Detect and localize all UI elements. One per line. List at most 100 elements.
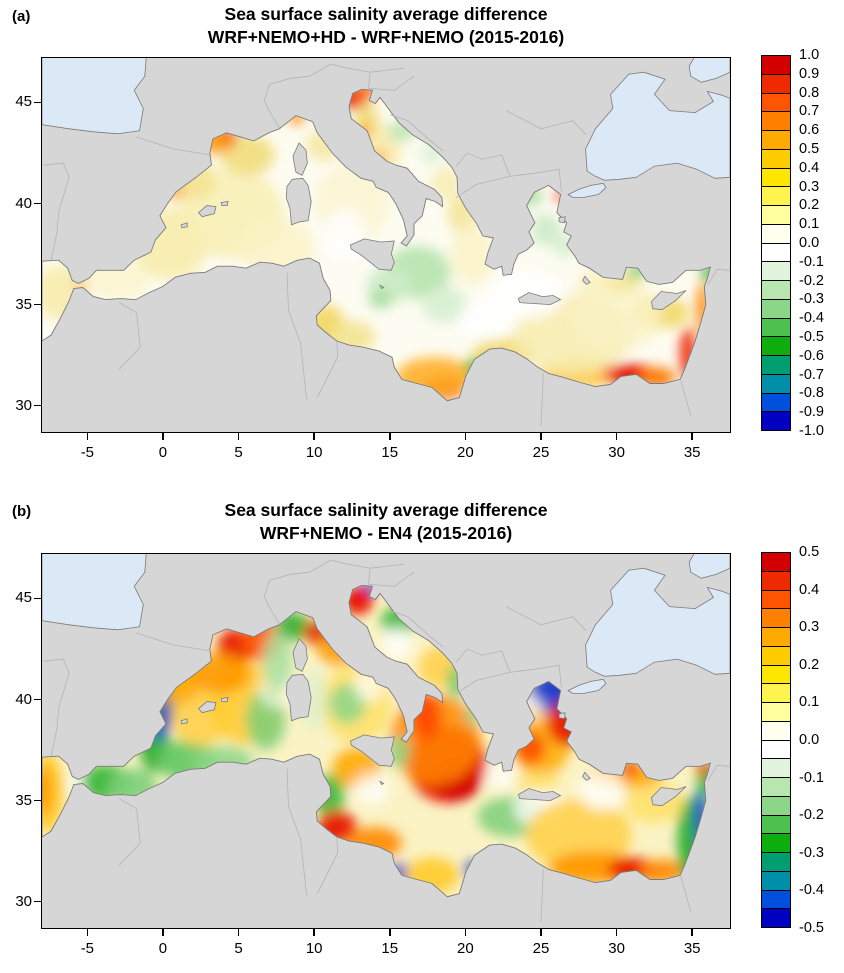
colorbar-label: 0.5 [799,141,820,157]
x-axis-label: 15 [381,444,399,461]
colorbar-label: -0.5 [799,329,824,345]
colorbar-segment [762,664,790,684]
y-axis-label: 30 [15,396,32,414]
x-axis-label: -5 [80,940,95,957]
colorbar-segment [762,186,790,205]
colorbar-segment [762,777,790,796]
colorbar-segment [762,280,790,299]
y-axis-label: 35 [15,791,32,809]
y-axis-tick [34,101,41,104]
colorbar-segment [762,852,790,871]
colorbar-label: 0.5 [799,544,820,560]
x-axis-tick [540,433,542,440]
x-axis-tick [237,433,240,440]
colorbar-a [761,55,791,431]
x-axis-tick [691,433,693,440]
colorbar-label: 0.6 [799,122,820,139]
colorbar-label: -1.0 [799,423,824,439]
x-axis-label: 20 [457,940,474,957]
panel-b-subtitle: WRF+NEMO - EN4 (2015-2016) [259,523,513,543]
colorbar-segment [762,56,790,74]
colorbar-segment [762,589,790,609]
colorbar-label: -0.1 [799,769,824,786]
colorbar-segment [762,355,790,374]
x-axis-tick [691,929,693,936]
map-svg [42,58,730,432]
colorbar-label: 0.3 [799,619,820,636]
colorbar-label: 0.1 [799,694,820,711]
colorbar-label: -0.4 [799,882,824,899]
colorbar-label: 0.2 [799,656,820,673]
panel-a-title: Sea surface salinity average difference [224,4,548,24]
y-axis-tick [34,597,41,600]
colorbar-label: 0.0 [799,235,820,251]
colorbar-segment [762,167,790,187]
x-axis-label: 30 [608,444,625,461]
colorbar-segment [762,889,790,909]
x-axis-label: 10 [305,444,323,461]
y-axis-tick [34,303,41,306]
colorbar-label: 0.4 [799,159,820,176]
colorbar-segment [762,317,790,337]
colorbar-b [761,552,791,928]
colorbar-label: 0.2 [799,197,820,214]
x-axis-label: 35 [683,940,701,957]
y-axis-tick [34,799,41,802]
x-axis-label: 5 [234,940,243,957]
colorbar-label: 0.8 [799,84,820,101]
x-axis-tick [389,929,391,936]
colorbar-segment [762,645,790,665]
colorbar-segment [762,261,790,280]
colorbar-segment [762,833,790,852]
colorbar-label: 0.1 [799,216,820,233]
panel-a-label: (a) [12,8,31,25]
y-axis-label: 40 [15,194,32,212]
colorbar-label: -0.8 [799,385,824,402]
colorbar-label: -0.3 [799,844,824,861]
colorbar-label: 0.4 [799,581,820,598]
panel-b-title: Sea surface salinity average difference [224,500,548,520]
colorbar-label: 0.7 [799,103,820,120]
colorbar-segment [762,111,790,130]
colorbar-segment [762,130,790,149]
y-axis-label: 30 [15,892,32,910]
colorbar-segment [762,92,790,112]
x-axis-tick [464,433,467,440]
x-axis-tick [162,433,164,440]
y-axis-tick [34,202,41,205]
y-axis-label: 45 [15,589,32,607]
colorbar-label: 0.3 [799,178,820,195]
colorbar-segment [762,683,790,702]
y-axis-tick [34,404,41,407]
panel-a-subtitle: WRF+NEMO+HD - WRF+NEMO (2015-2016) [207,27,565,47]
map-a [41,57,731,433]
x-axis-tick [313,433,315,440]
colorbar-label: -0.6 [799,347,824,364]
panel-b: (b) Sea surface salinity average differe… [0,486,844,973]
map-b [41,553,731,929]
colorbar-segment [762,298,790,318]
x-axis-tick [86,929,89,936]
panel-b-label: (b) [12,503,32,520]
colorbar-label: -0.5 [799,920,824,936]
colorbar-label: -0.4 [799,310,824,327]
x-axis-tick [540,929,542,936]
colorbar-segment [762,148,790,168]
colorbar-segment [762,739,790,759]
map-svg [42,554,730,928]
x-axis-label: 30 [608,940,625,957]
x-axis-tick [615,433,618,440]
x-axis-label: 10 [305,940,323,957]
y-axis-label: 45 [15,93,32,111]
x-axis-tick [313,929,315,936]
colorbar-label: 0.9 [799,65,820,82]
colorbar-label: 1.0 [799,47,820,63]
y-axis-tick [34,698,41,701]
colorbar-segment [762,73,790,93]
colorbar-label: 0.0 [799,732,820,748]
x-axis-tick [162,929,164,936]
colorbar-label: -0.1 [799,253,824,270]
colorbar-segment [762,795,790,815]
x-axis-label: 25 [532,444,550,461]
x-axis-tick [464,929,467,936]
